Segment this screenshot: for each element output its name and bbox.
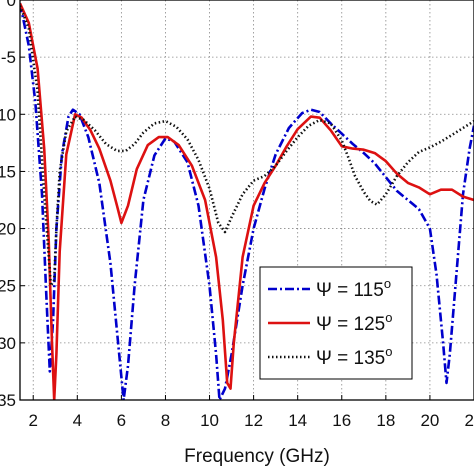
x-axis-label: Frequency (GHz) xyxy=(184,446,330,467)
legend-label-115: Ψ = 115o xyxy=(316,276,391,301)
series-line-115 xyxy=(20,3,474,400)
y-tick-label: -35 xyxy=(0,391,16,410)
series-lines xyxy=(20,2,474,400)
y-tick-label: -30 xyxy=(0,334,16,353)
x-tick-label: 14 xyxy=(288,411,307,430)
y-tick-label: -25 xyxy=(0,277,16,296)
x-tick-label: 4 xyxy=(73,411,82,430)
x-axis-ticks: 2 4 6 8 10 12 14 16 18 20 22 xyxy=(28,395,474,430)
y-tick-label: -20 xyxy=(0,220,16,239)
x-tick-label: 8 xyxy=(161,411,170,430)
x-tick-label: 22 xyxy=(465,411,474,430)
legend: Ψ = 115o Ψ = 125o Ψ = 135o xyxy=(259,266,413,380)
x-tick-label: 18 xyxy=(376,411,395,430)
x-tick-label: 6 xyxy=(117,411,126,430)
legend-label-135: Ψ = 135o xyxy=(316,344,392,369)
x-tick-label: 2 xyxy=(28,411,37,430)
x-tick-label: 10 xyxy=(200,411,219,430)
y-tick-label: 0 xyxy=(7,0,16,10)
y-tick-label: -10 xyxy=(0,105,16,124)
series-line-135 xyxy=(20,5,474,287)
x-tick-label: 20 xyxy=(420,411,439,430)
plot-area-frame xyxy=(19,0,474,401)
y-tick-label: -5 xyxy=(1,48,16,67)
y-tick-label: -15 xyxy=(0,162,16,181)
y-axis-ticks: 0 -5 -10 -15 -20 -25 -30 -35 xyxy=(0,0,25,410)
x-tick-label: 12 xyxy=(244,411,263,430)
legend-label-125: Ψ = 125o xyxy=(316,310,392,335)
series-line-125 xyxy=(20,2,474,400)
x-tick-label: 16 xyxy=(332,411,351,430)
